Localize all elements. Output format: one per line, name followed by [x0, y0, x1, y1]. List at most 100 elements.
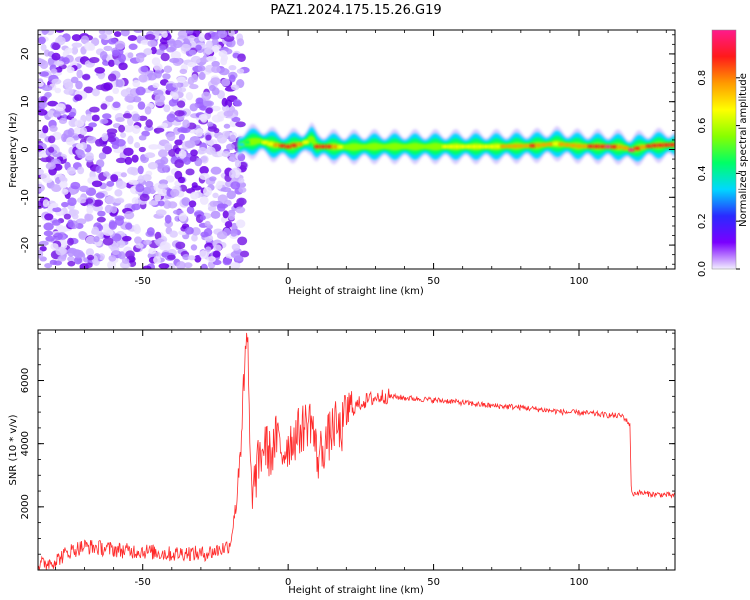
spectrogram-y-tick-label: 10: [20, 95, 31, 108]
noise-speckle: [155, 209, 167, 216]
noise-speckle: [213, 244, 222, 252]
noise-speckle: [47, 135, 56, 144]
noise-speckle: [103, 45, 113, 52]
noise-speckle: [138, 115, 148, 121]
noise-speckle: [79, 126, 88, 136]
noise-speckle: [148, 247, 157, 255]
noise-speckle: [68, 111, 76, 117]
noise-speckle: [158, 263, 170, 269]
noise-speckle: [42, 199, 50, 208]
spectrogram-panel: -50 0 50 100 -20 -10 0 10 20 Height of straight …: [8, 29, 676, 297]
noise-speckle: [205, 134, 212, 141]
noise-speckle: [212, 250, 221, 258]
noise-speckle: [42, 85, 53, 92]
noise-speckle: [199, 249, 208, 259]
noise-speckle: [74, 94, 83, 101]
noise-speckle: [38, 249, 44, 259]
signal-band-hotspot: [453, 144, 461, 149]
noise-speckle: [189, 103, 198, 112]
noise-speckle: [91, 180, 103, 188]
noise-speckle: [54, 60, 65, 67]
noise-speckle: [132, 96, 142, 103]
noise-speckle: [194, 157, 203, 167]
colorbar-label: Normalized spectral amplitude: [738, 73, 749, 227]
signal-band: [238, 122, 675, 166]
signal-band-hotspot: [406, 144, 414, 149]
noise-speckle: [77, 166, 85, 175]
colorbar-tick-label: 0.2: [697, 213, 708, 229]
noise-speckle: [171, 92, 179, 100]
signal-band-hotspot: [307, 137, 315, 141]
noise-speckle: [49, 259, 58, 265]
noise-speckle: [66, 66, 75, 74]
signal-band-hotspot: [523, 144, 531, 148]
noise-speckle: [50, 202, 59, 208]
noise-speckle: [210, 77, 221, 86]
noise-speckle: [108, 255, 117, 262]
noise-speckle: [51, 78, 62, 85]
noise-speckle: [42, 125, 49, 134]
noise-speckle: [78, 230, 87, 239]
noise-speckle: [71, 46, 78, 55]
signal-band-hotspot: [464, 144, 472, 149]
noise-speckle: [235, 206, 246, 214]
noise-speckle: [222, 210, 229, 219]
noise-speckle: [228, 212, 235, 221]
noise-speckle: [206, 121, 214, 127]
noise-speckle: [120, 132, 127, 138]
noise-speckle: [88, 122, 97, 128]
noise-speckle: [185, 168, 195, 176]
signal-band-hotspot: [319, 144, 327, 149]
noise-speckle: [178, 133, 185, 141]
noise-speckle: [234, 160, 242, 168]
signal-band-hotspot: [418, 144, 426, 149]
noise-speckle: [216, 231, 228, 240]
noise-speckle: [102, 113, 112, 120]
noise-speckle: [108, 220, 118, 230]
noise-speckle: [49, 125, 58, 132]
noise-speckle: [84, 213, 94, 222]
noise-speckle: [141, 174, 152, 181]
signal-band-hotspot: [505, 144, 513, 149]
noise-speckle: [218, 50, 228, 58]
noise-speckle: [88, 43, 96, 51]
noise-speckle: [186, 206, 195, 214]
noise-speckle: [104, 204, 113, 214]
snr-x-tick-label: 0: [285, 577, 291, 588]
noise-speckle: [75, 143, 84, 150]
noise-speckle: [96, 216, 106, 223]
noise-speckle: [121, 235, 132, 242]
noise-speckle: [176, 76, 186, 83]
noise-speckle: [165, 175, 175, 183]
noise-speckle: [153, 63, 163, 72]
noise-speckle: [236, 38, 245, 47]
noise-speckle: [100, 118, 109, 124]
noise-speckle: [85, 113, 93, 122]
noise-speckle: [157, 164, 168, 174]
colorbar-tick-label: 0.4: [697, 165, 708, 181]
noise-speckle: [217, 30, 228, 39]
noise-speckle: [210, 210, 221, 219]
noise-speckle: [38, 36, 46, 45]
noise-speckle: [75, 80, 83, 90]
noise-speckle: [38, 109, 48, 116]
noise-speckle: [135, 86, 146, 96]
noise-speckle: [135, 243, 144, 249]
noise-speckle: [143, 239, 152, 246]
noise-speckle: [98, 30, 106, 35]
noise-speckle: [107, 73, 117, 82]
noise-speckle: [221, 97, 228, 107]
noise-speckle: [61, 188, 69, 195]
noise-speckle: [128, 43, 138, 50]
noise-speckle: [126, 104, 134, 111]
noise-speckle: [75, 218, 87, 225]
noise-speckle: [123, 147, 134, 156]
noise-speckle: [148, 200, 159, 206]
noise-speckle: [80, 35, 90, 45]
noise-speckle: [85, 248, 95, 257]
noise-speckle: [85, 262, 93, 268]
noise-speckle: [189, 155, 197, 162]
noise-speckle: [126, 117, 134, 126]
noise-speckle: [234, 255, 244, 262]
noise-speckle: [61, 133, 68, 143]
